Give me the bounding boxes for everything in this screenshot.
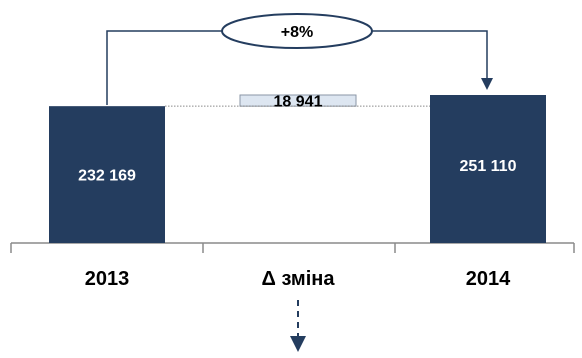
bar-2014 <box>430 95 546 243</box>
bar-value-label-2014: 251 110 <box>460 158 517 175</box>
growth-bubble-label: +8% <box>281 24 313 41</box>
bar-value-label-2013: 232 169 <box>78 168 136 185</box>
growth-connector-line <box>106 30 223 105</box>
growth-bubble <box>221 13 373 49</box>
growth-connector-arrow <box>372 30 493 90</box>
category-label-delta: Δ зміна <box>262 268 336 290</box>
bar-value-label-delta: 18 941 <box>274 94 323 111</box>
category-label-2013: 2013 <box>85 268 130 290</box>
bar-2013 <box>49 106 165 243</box>
category-label-2014: 2014 <box>466 268 511 290</box>
